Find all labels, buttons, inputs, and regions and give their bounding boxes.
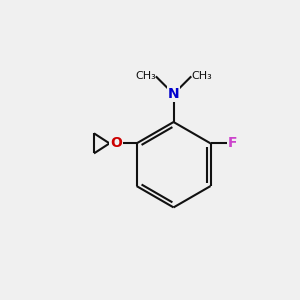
Text: CH₃: CH₃ — [191, 71, 212, 81]
Text: N: N — [168, 87, 179, 101]
Text: F: F — [228, 136, 238, 150]
Text: O: O — [110, 136, 122, 150]
Text: CH₃: CH₃ — [135, 71, 156, 81]
